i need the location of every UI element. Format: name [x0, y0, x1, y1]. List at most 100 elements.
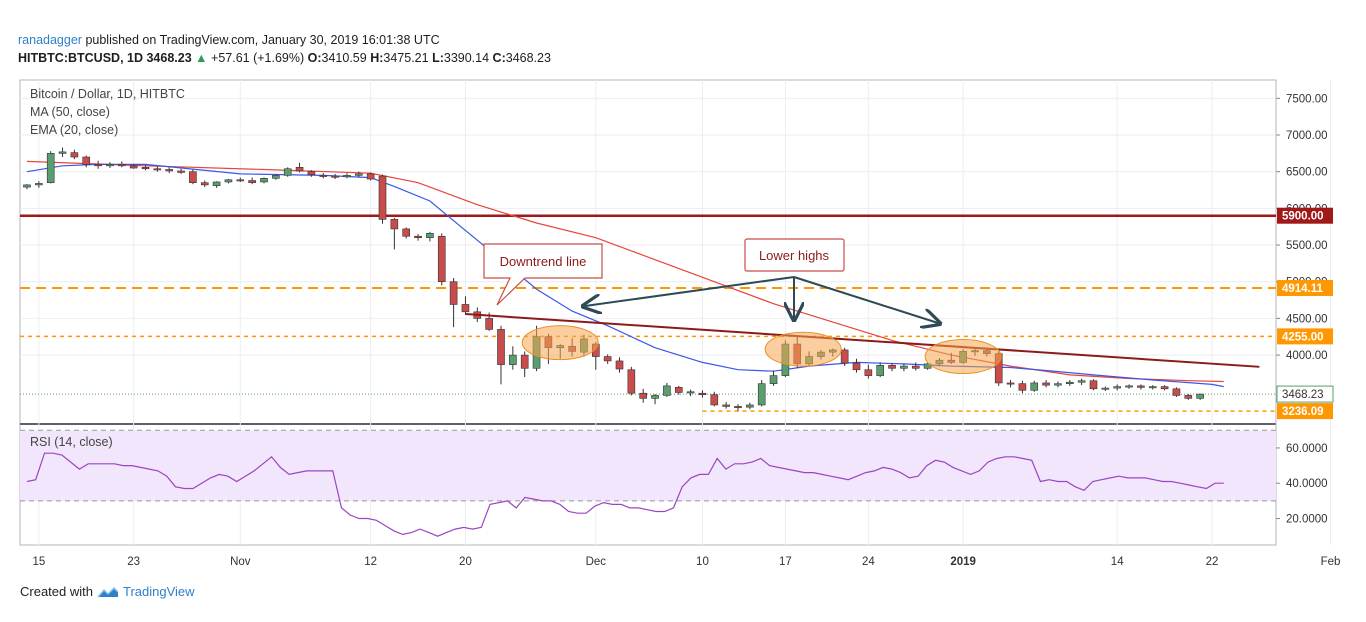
candle-body: [1018, 383, 1027, 391]
candle-body: [757, 383, 766, 406]
candle-body: [118, 164, 126, 167]
candle: [698, 390, 707, 398]
lower-high-arrow: [585, 276, 795, 306]
candle: [248, 177, 256, 185]
candle: [888, 363, 896, 372]
close-label: C:: [492, 51, 506, 65]
open-label: O:: [307, 51, 322, 65]
candle: [390, 217, 399, 250]
open-value: 3410.59: [321, 51, 367, 65]
candle: [437, 233, 446, 286]
candle: [1160, 385, 1169, 391]
candle: [674, 385, 683, 395]
time-tick-label: Nov: [230, 556, 251, 568]
candle: [686, 389, 695, 397]
candle-body: [651, 395, 659, 399]
lower-high-arrow: [793, 276, 938, 323]
candle: [1172, 387, 1181, 397]
tradingview-brand-link[interactable]: TradingView: [122, 584, 195, 599]
time-tick-label: 17: [779, 556, 792, 568]
candle: [1089, 379, 1098, 391]
candle-body: [746, 404, 754, 408]
candle: [70, 149, 79, 160]
candle: [82, 155, 91, 168]
candle: [295, 162, 304, 173]
candle-body: [366, 173, 375, 180]
candle: [1101, 386, 1110, 392]
candle-body: [343, 175, 351, 178]
up-arrow-icon: ▲: [195, 51, 208, 65]
candle: [509, 346, 517, 370]
candle: [1054, 381, 1062, 388]
last-price-label: 3468.23: [1282, 389, 1324, 401]
candle: [94, 160, 102, 169]
candle: [627, 366, 636, 396]
candle-body: [236, 179, 245, 182]
candle: [746, 402, 754, 410]
downtrend-callout: [483, 243, 603, 306]
candle-body: [94, 164, 102, 167]
candle: [864, 364, 873, 379]
high-value: 3475.21: [383, 51, 429, 65]
rsi-tick-label: 60.0000: [1286, 443, 1328, 455]
candle: [236, 177, 245, 182]
time-tick-label: 10: [696, 556, 709, 568]
price-tag-label: 4914.11: [1282, 283, 1324, 295]
candle-body: [390, 219, 399, 230]
candle-body: [639, 392, 648, 399]
ma-legend: MA (50, close): [30, 105, 110, 119]
candle: [1066, 380, 1074, 386]
candle-body: [840, 349, 849, 364]
time-tick-label: 23: [127, 556, 140, 568]
candle: [911, 362, 920, 371]
candle: [23, 184, 31, 190]
candle-body: [165, 169, 173, 172]
candle-body: [224, 179, 233, 183]
price-tag-label: 4255.00: [1282, 331, 1324, 343]
candle-body: [307, 171, 316, 175]
candle: [734, 404, 742, 411]
candle: [449, 278, 458, 328]
candle-body: [1101, 387, 1110, 390]
candle-body: [272, 175, 280, 179]
candle-body: [509, 354, 517, 365]
candle-body: [900, 365, 908, 369]
price-tick-label: 5500.00: [1286, 240, 1328, 252]
candle: [461, 296, 470, 315]
candle: [710, 391, 719, 407]
candle-body: [378, 175, 387, 220]
candle: [520, 351, 529, 378]
time-tick-label: 14: [1111, 556, 1124, 568]
lower-high-highlight: [764, 331, 842, 367]
candle-body: [911, 365, 920, 369]
candle: [366, 172, 375, 181]
candle-body: [1137, 385, 1145, 388]
candle: [1113, 384, 1121, 391]
candle-body: [1184, 395, 1193, 399]
rsi-tick-label: 40.0000: [1286, 478, 1328, 490]
candle-body: [106, 164, 114, 167]
lower-highs-callout: [744, 238, 845, 272]
price-tick-label: 7000.00: [1286, 130, 1328, 142]
price-tag: [1277, 328, 1333, 345]
candle: [307, 170, 316, 177]
candle-body: [414, 235, 422, 239]
candle-body: [1006, 382, 1015, 385]
candle-body: [1160, 386, 1169, 390]
price-tag: [1277, 403, 1333, 420]
candle-body: [485, 318, 493, 330]
author-link[interactable]: ranadagger: [18, 33, 82, 47]
candle: [58, 147, 67, 158]
downtrend-callout-text: Downtrend line: [500, 254, 587, 269]
candle: [1030, 380, 1039, 392]
symbol-bar: HITBTC:BTCUSD, 1D 3468.23 ▲ +57.61 (+1.6…: [18, 51, 551, 65]
candle: [153, 166, 162, 172]
candle-body: [627, 369, 636, 394]
candle: [1042, 380, 1050, 388]
price-tag-label: 3236.09: [1282, 406, 1324, 418]
candle: [639, 388, 648, 403]
candle-body: [520, 354, 529, 369]
time-tick-label: 22: [1206, 556, 1219, 568]
low-label: L:: [432, 51, 444, 65]
